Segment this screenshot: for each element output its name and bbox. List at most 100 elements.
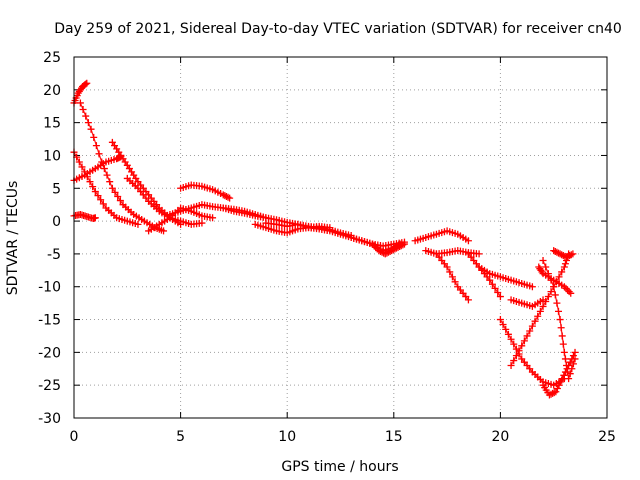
series-arc17 (422, 247, 483, 258)
data-point (555, 381, 563, 389)
data-point (526, 327, 534, 335)
data-point (375, 247, 383, 255)
data-point (539, 302, 547, 310)
series-arc10 (177, 181, 234, 202)
series-arc26 (539, 348, 579, 399)
data-point (491, 284, 499, 292)
data-point (400, 240, 408, 248)
data-point (75, 158, 83, 166)
data-point (556, 316, 564, 324)
data-point (507, 335, 515, 343)
data-point (370, 242, 378, 250)
series-arc5 (70, 153, 125, 184)
data-point (565, 375, 573, 383)
data-point (560, 371, 568, 379)
data-point (553, 299, 561, 307)
data-point (512, 352, 520, 360)
y-tick-label: -20 (38, 345, 61, 361)
data-point (571, 348, 579, 356)
data-point (448, 273, 456, 281)
data-point (111, 188, 119, 196)
series-arc7 (123, 174, 206, 228)
data-point (397, 242, 405, 250)
data-point (99, 200, 107, 208)
data-point (86, 178, 94, 186)
data-point (515, 347, 523, 355)
data-point (488, 280, 496, 288)
data-point (446, 268, 454, 276)
data-point (569, 352, 577, 360)
data-point (561, 355, 569, 363)
data-point (534, 312, 542, 320)
data-point (549, 389, 557, 397)
data-point (90, 133, 98, 141)
data-point (494, 288, 502, 296)
data-point (221, 192, 229, 200)
data-point (560, 348, 568, 356)
data-point (564, 252, 572, 260)
data-point (561, 368, 569, 376)
y-tick-label: -25 (38, 378, 61, 394)
data-point (557, 324, 565, 332)
data-point (91, 188, 99, 196)
series-arc20 (475, 263, 536, 291)
data-point (507, 361, 515, 369)
data-point (523, 332, 531, 340)
data-point (391, 245, 399, 253)
data-point (531, 317, 539, 325)
data-point (539, 256, 547, 264)
data-point (566, 252, 574, 260)
data-point (372, 243, 380, 251)
data-point (558, 332, 566, 340)
data-point (443, 263, 451, 271)
data-point (510, 357, 518, 365)
data-point (558, 268, 566, 276)
data-point (542, 263, 550, 271)
data-point (222, 192, 230, 200)
data-point (560, 283, 568, 291)
series-arc1 (70, 79, 91, 107)
x-axis-label: GPS time / hours (281, 459, 398, 475)
y-tick-label: 10 (43, 148, 61, 164)
data-point (520, 337, 528, 345)
data-point (562, 253, 570, 261)
data-point (568, 355, 576, 363)
y-tick-label: -5 (47, 247, 61, 263)
data-point (538, 268, 546, 276)
y-tick-label: 15 (43, 116, 61, 132)
data-point (97, 196, 105, 204)
y-tick-labels: 25 20 15 10 5 0 -5 -10 -15 -20 -25 -30 (38, 50, 61, 427)
data-point (518, 342, 526, 350)
data-point (567, 289, 575, 297)
data-point (555, 273, 563, 281)
series-arc15 (368, 240, 408, 258)
data-point (394, 243, 402, 251)
data-point (553, 248, 561, 256)
plot-frame (73, 56, 608, 419)
data-point (557, 378, 565, 386)
data-point (542, 297, 550, 305)
data-point (550, 247, 558, 255)
data-point (563, 365, 571, 373)
x-tick-label: 5 (176, 429, 185, 445)
data-point (550, 389, 558, 397)
x-tick-label: 25 (598, 429, 616, 445)
series-arc4 (70, 211, 99, 222)
x-tick-label: 0 (70, 429, 79, 445)
data-point (87, 125, 95, 133)
data-point (91, 214, 99, 222)
data-point (528, 283, 536, 291)
data-point (94, 192, 102, 200)
y-tick-label: -30 (38, 411, 61, 427)
data-point (569, 250, 577, 258)
data-point (106, 178, 114, 186)
data-point (89, 183, 97, 191)
y-tick-label: 20 (43, 83, 61, 99)
data-point (376, 247, 384, 255)
data-point (226, 194, 234, 202)
x-tick-label: 20 (491, 429, 509, 445)
data-point (79, 106, 87, 114)
data-point (544, 293, 552, 301)
data-point (554, 249, 562, 257)
